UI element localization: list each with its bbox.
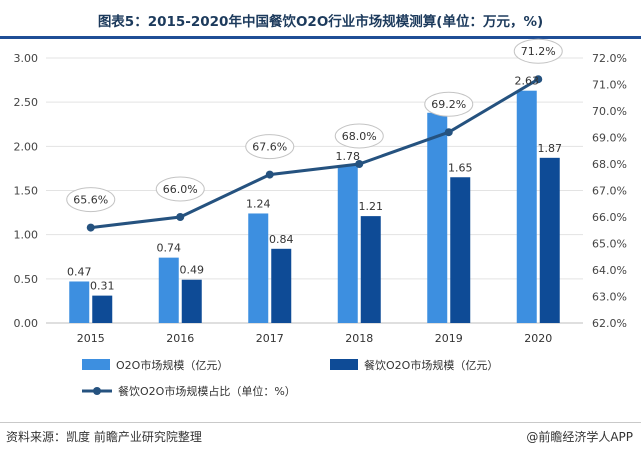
x-tick-label: 2016 [166, 332, 194, 345]
share-label-bubble [424, 91, 474, 117]
y-right-tick-label: 64.0% [592, 264, 627, 277]
source-note: 资料来源：凯度 前瞻产业研究院整理 [6, 430, 202, 444]
legend-label-share: 餐饮O2O市场规模占比（单位：%） [118, 384, 296, 398]
line-series [86, 75, 543, 232]
bar-catering-o2o-market [360, 216, 381, 323]
bar-value-label: 0.74 [157, 242, 182, 255]
share-point [265, 170, 274, 179]
bar-catering-o2o-market [181, 279, 202, 323]
share-value-label: 67.6% [252, 141, 287, 154]
grid-lines [46, 57, 583, 324]
share-label-bubble [245, 134, 295, 160]
y-left-tick-label: 2.50 [14, 96, 39, 109]
bar-value-label: 0.49 [180, 264, 205, 277]
y-left-tick-label: 0.00 [14, 317, 39, 330]
y-right-tick-label: 72.0% [592, 52, 627, 65]
share-label-bubble [513, 38, 563, 64]
y-right-tick-label: 65.0% [592, 238, 627, 251]
x-tick-label: 2019 [435, 332, 463, 345]
x-tick-label: 2015 [77, 332, 105, 345]
y-right-tick-label: 69.0% [592, 132, 627, 145]
bar-value-label: 2.63 [515, 75, 540, 88]
bar-catering-o2o-market [539, 157, 560, 323]
legend-label-o2o: O2O市场规模（亿元） [116, 358, 228, 372]
bar-catering-o2o-market [271, 248, 292, 323]
share-label-bubble [334, 123, 384, 149]
x-axis: 2015 2016 2017 2018 2019 2020 [77, 332, 553, 345]
y-right-tick-label: 70.0% [592, 105, 627, 118]
x-tick-label: 2020 [524, 332, 552, 345]
y-right-tick-label: 67.0% [592, 185, 627, 198]
bar-value-label: 0.47 [67, 265, 92, 278]
bars [69, 90, 560, 324]
share-value-label: 66.0% [163, 183, 198, 196]
y-right-tick-label: 62.0% [592, 317, 627, 330]
bar-o2o-market [248, 213, 269, 323]
y-right-tick-label: 63.0% [592, 291, 627, 304]
y-left-tick-label: 1.50 [14, 185, 39, 198]
share-value-label: 71.2% [521, 45, 556, 58]
share-value-label: 69.2% [431, 98, 466, 111]
legend: O2O市场规模（亿元） 餐饮O2O市场规模（亿元） 餐饮O2O市场规模占比（单位：%… [82, 358, 498, 398]
y-right-tick-label: 71.0% [592, 79, 627, 92]
title-underline [0, 36, 641, 39]
footer-divider [0, 422, 641, 423]
brand-credit: @前瞻经济学人APP [526, 430, 633, 444]
bar-o2o-market [69, 281, 90, 323]
share-value-label: 68.0% [342, 130, 377, 143]
bar-value-label: 1.24 [246, 197, 271, 210]
share-point [444, 128, 453, 137]
share-point [176, 213, 185, 221]
legend-label-catering: 餐饮O2O市场规模（亿元） [364, 358, 498, 372]
chart: 0.000.501.001.502.002.503.00 62.0%63.0%6… [14, 38, 627, 398]
y-left-tick-label: 1.00 [14, 229, 39, 242]
bar-o2o-market [516, 90, 537, 323]
share-point [355, 160, 364, 168]
x-tick-label: 2018 [345, 332, 373, 345]
y-right-tick-label: 68.0% [592, 158, 627, 171]
bar-value-label: 1.78 [336, 150, 361, 163]
share-point [534, 75, 543, 84]
y-axis-left: 0.00 0.50 1.00 1.50 2.00 2.50 3.00 [14, 52, 39, 330]
legend-marker-share [93, 387, 101, 395]
chart-title: 图表5：2015-2020年中国餐饮O2O行业市场规模测算(单位：万元，%) [97, 14, 544, 30]
bar-value-label: 1.65 [448, 161, 473, 174]
bar-value-label: 1.21 [359, 200, 384, 213]
y-axis-right: 62.0% 63.0% 64.0% 65.0% 66.0% 67.0% 68.0% 69.0%… [592, 52, 627, 330]
legend-swatch-o2o [82, 359, 110, 370]
share-label-bubble [66, 187, 116, 213]
y-left-tick-label: 0.50 [14, 273, 39, 286]
share-line [90, 77, 540, 230]
bar-o2o-market [158, 257, 179, 323]
bar-value-label: 0.31 [90, 280, 115, 293]
bar-value-label: 0.84 [269, 233, 294, 246]
legend-swatch-catering [330, 359, 358, 370]
y-left-tick-label: 2.00 [14, 140, 39, 153]
bar-o2o-market [337, 165, 358, 323]
y-right-tick-label: 66.0% [592, 211, 627, 224]
share-value-label: 65.6% [73, 194, 108, 207]
share-label-bubble [155, 176, 205, 202]
data-labels: 0.470.310.740.491.240.841.781.212.381.65… [66, 38, 563, 293]
bar-value-label: 1.87 [538, 142, 563, 155]
bar-o2o-market [427, 112, 448, 324]
share-point [86, 223, 95, 232]
bar-catering-o2o-market [450, 177, 471, 323]
y-left-tick-label: 3.00 [14, 52, 39, 65]
x-tick-label: 2017 [256, 332, 284, 345]
bar-catering-o2o-market [92, 295, 113, 323]
